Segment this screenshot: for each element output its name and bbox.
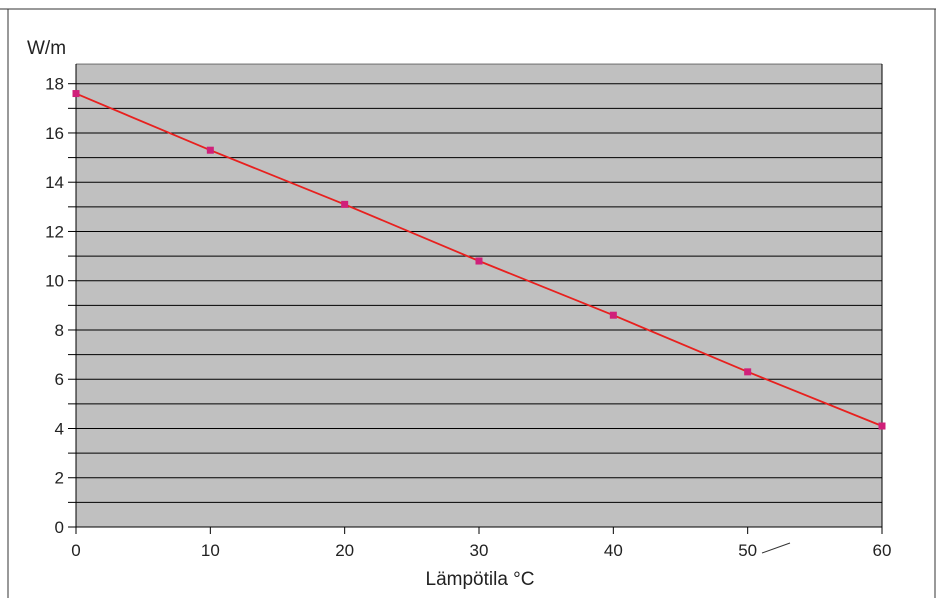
y-tick-label: 16 bbox=[45, 124, 64, 143]
tick-labels: 0 2 4 6 8 10 12 14 16 18 0 10 20 30 40 50 60 bbox=[45, 75, 891, 560]
data-markers bbox=[72, 90, 886, 430]
x-tick-label: 10 bbox=[201, 541, 220, 560]
x-axis-label: Lämpötila °C bbox=[426, 569, 535, 590]
data-point bbox=[744, 368, 752, 376]
x-tick-label: 30 bbox=[470, 541, 489, 560]
data-point bbox=[609, 311, 617, 319]
data-point bbox=[878, 422, 886, 430]
data-point bbox=[206, 146, 214, 154]
plot-area bbox=[76, 64, 882, 527]
data-point bbox=[475, 257, 483, 265]
y-axis-label: W/m bbox=[27, 38, 66, 59]
y-tick-label: 14 bbox=[45, 173, 64, 192]
annotation-stroke bbox=[761, 542, 791, 554]
x-tick-label: 50 bbox=[738, 541, 757, 560]
y-tick-label: 2 bbox=[55, 469, 64, 488]
y-tick-label: 8 bbox=[55, 321, 64, 340]
y-tick-label: 6 bbox=[55, 370, 64, 389]
x-tick-label: 40 bbox=[604, 541, 623, 560]
y-tick-label: 12 bbox=[45, 222, 64, 241]
y-tick-label: 10 bbox=[45, 272, 64, 291]
y-tick-label: 4 bbox=[55, 419, 64, 438]
x-tick-label: 60 bbox=[873, 541, 892, 560]
x-tick-label: 20 bbox=[335, 541, 354, 560]
y-tick-label: 0 bbox=[55, 518, 64, 537]
x-tick-label: 0 bbox=[71, 541, 80, 560]
data-point bbox=[341, 200, 349, 208]
y-tick-label: 18 bbox=[45, 75, 64, 94]
data-point bbox=[72, 90, 80, 98]
gridlines bbox=[76, 83, 882, 503]
